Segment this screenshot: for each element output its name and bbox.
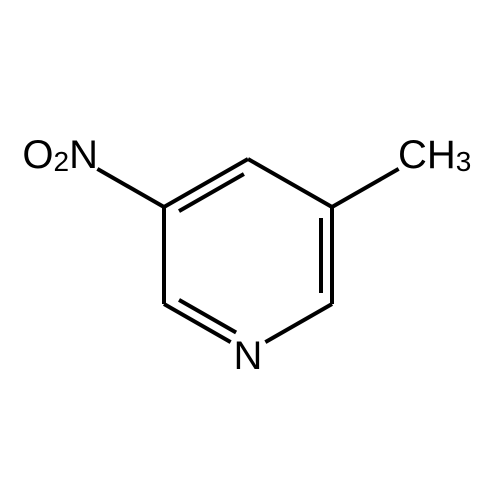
bond <box>97 169 164 207</box>
atom-NO2: O2N <box>22 133 98 177</box>
bond <box>164 159 248 207</box>
bond <box>248 159 332 207</box>
molecule-diagram: N CH3 O2N <box>0 0 500 500</box>
bond <box>265 304 332 342</box>
atom-CH3: CH3 <box>398 133 471 177</box>
bond <box>332 169 399 207</box>
atom-N-ring: N <box>234 334 263 378</box>
